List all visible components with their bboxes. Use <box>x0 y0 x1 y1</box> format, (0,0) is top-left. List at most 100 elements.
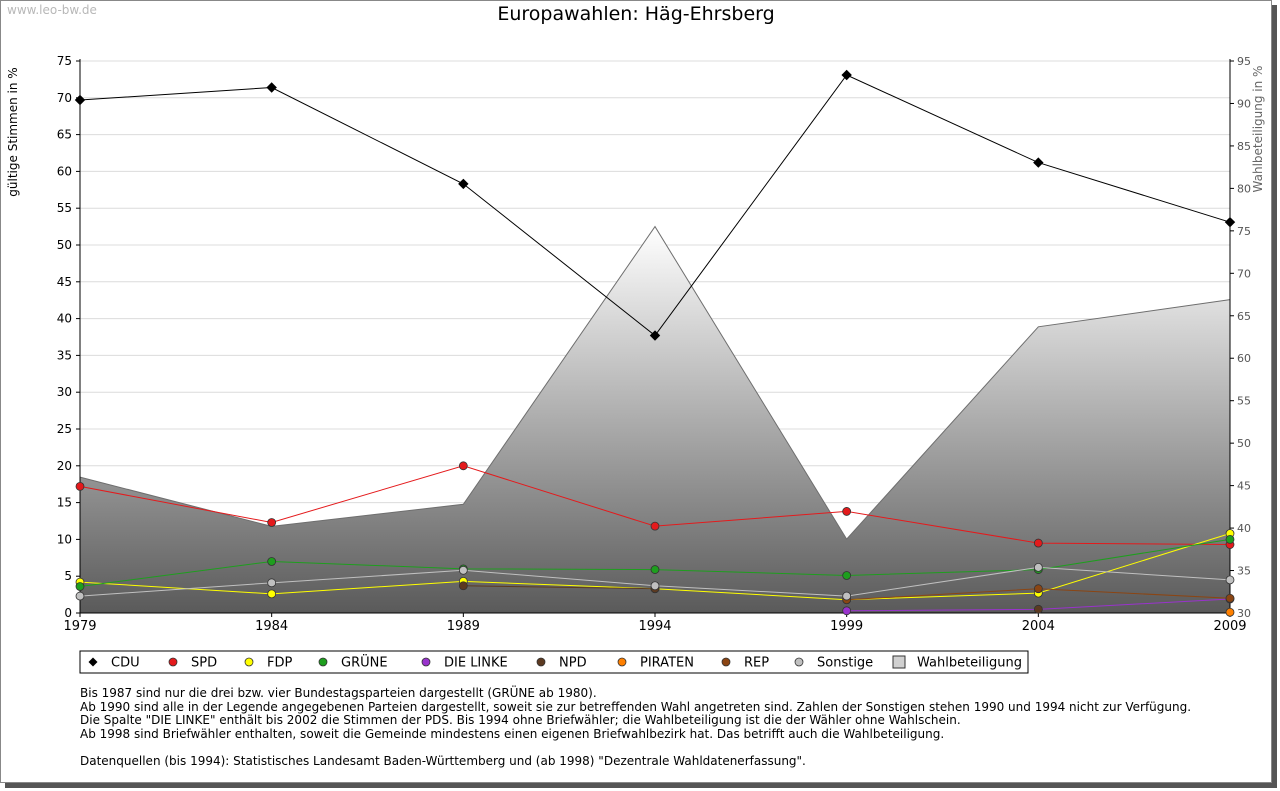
legend-marker <box>721 657 731 667</box>
data-point <box>458 581 468 591</box>
turnout-area-layer <box>79 225 1231 613</box>
data-point <box>1225 575 1235 585</box>
series-layer <box>74 69 1236 617</box>
data-point <box>842 591 852 601</box>
legend-label: PIRATEN <box>640 656 694 671</box>
data-point <box>267 518 277 527</box>
y-tick-label: 60 <box>57 164 72 178</box>
data-point <box>650 565 660 574</box>
data-point <box>267 578 277 588</box>
data-point <box>842 507 852 516</box>
x-tick-label: 1999 <box>830 619 863 634</box>
data-point <box>266 82 277 93</box>
legend-marker <box>536 657 546 667</box>
x-tick-label: 2009 <box>1213 619 1246 634</box>
legend-item: FDP <box>244 656 292 671</box>
data-point <box>649 330 661 341</box>
y-tick-label: 75 <box>57 54 72 68</box>
x-tick-label: 1984 <box>255 619 288 634</box>
legend-label: REP <box>744 656 769 671</box>
data-point <box>650 581 660 591</box>
legend-item: CDU <box>88 656 140 671</box>
legend: CDU SPD FDP GRÜNE DIE LINKE NPD PIRATEN REP Sons… <box>79 650 1029 674</box>
x-tick-label: 2004 <box>1022 619 1055 634</box>
legend-label: GRÜNE <box>341 654 388 671</box>
legend-marker <box>794 657 804 667</box>
watermark: www.leo-bw.de <box>7 3 97 17</box>
legend-marker <box>318 657 328 667</box>
source-note: Datenquellen (bis 1994): Statistisches L… <box>80 753 806 768</box>
turnout-area <box>80 226 1230 613</box>
y-tick-label: 30 <box>57 385 72 399</box>
legend-label: DIE LINKE <box>444 656 508 671</box>
data-point <box>75 591 85 601</box>
y-axis-label: gültige Stimmen in % <box>6 67 20 196</box>
data-point <box>458 565 468 575</box>
legend-marker <box>244 657 254 667</box>
y2-tick-label: 90 <box>1237 97 1251 110</box>
note-line: Bis 1987 sind nur die drei bzw. vier Bun… <box>80 686 597 700</box>
footnotes: Bis 1987 sind nur die drei bzw. vier Bun… <box>80 686 1192 769</box>
legend-item: Wahlbeteiligung <box>892 655 1022 671</box>
legend-marker <box>88 657 98 667</box>
y-tick-label: 65 <box>57 128 72 142</box>
axes: 0 5 10 15 20 25 30 35 40 45 50 55 60 65 70 75 30 35 40 45 50… <box>6 54 1265 634</box>
data-point <box>1225 593 1235 603</box>
legend-item: PIRATEN <box>617 656 694 671</box>
legend-label: CDU <box>111 656 140 671</box>
y-tick-label: 10 <box>57 532 72 546</box>
legend-item: SPD <box>168 656 217 671</box>
y2-tick-label: 60 <box>1237 352 1251 365</box>
legend-marker <box>168 657 178 667</box>
legend-item: REP <box>721 656 769 671</box>
y2-tick-label: 80 <box>1237 182 1251 195</box>
legend-item: Sonstige <box>794 656 873 671</box>
x-tick-label: 1989 <box>447 619 480 634</box>
legend-label: Wahlbeteiligung <box>917 656 1022 671</box>
y-tick-label: 55 <box>57 201 72 215</box>
legend-label: FDP <box>267 656 292 671</box>
legend-label: Sonstige <box>817 656 873 671</box>
y-tick-label: 45 <box>57 275 72 289</box>
y-tick-label: 40 <box>57 312 72 326</box>
y2-tick-label: 65 <box>1237 310 1251 323</box>
y2-tick-label: 85 <box>1237 140 1251 153</box>
chart-title: Europawahlen: Häg-Ehrsberg <box>497 3 775 25</box>
data-point <box>1033 584 1043 594</box>
y-tick-label: 70 <box>57 91 72 105</box>
y2-tick-label: 95 <box>1237 55 1251 68</box>
data-point <box>267 589 277 599</box>
data-point <box>74 94 86 106</box>
data-point <box>458 178 469 190</box>
data-point <box>267 557 277 566</box>
data-point <box>650 521 660 531</box>
data-point <box>75 482 85 491</box>
data-point <box>841 69 852 81</box>
y-tick-label: 5 <box>64 569 72 583</box>
legend-item: DIE LINKE <box>421 656 508 671</box>
note-line: Ab 1990 sind alle in der Legende angegeb… <box>80 699 1192 714</box>
legend-marker <box>892 655 906 669</box>
series-piraten <box>1225 607 1235 617</box>
data-point <box>1225 535 1235 544</box>
y2-tick-label: 30 <box>1237 607 1251 620</box>
legend-label: NPD <box>559 656 587 671</box>
x-tick-label: 1994 <box>638 619 671 634</box>
data-point <box>842 606 852 616</box>
legend-item: GRÜNE <box>318 654 388 671</box>
y-tick-label: 0 <box>64 606 72 620</box>
y-tick-label: 25 <box>57 422 72 436</box>
series-spd <box>75 461 1235 549</box>
y2-tick-label: 45 <box>1237 480 1251 493</box>
note-line: Ab 1998 sind Briefwähler enthalten, sowe… <box>80 726 945 741</box>
legend-box <box>79 650 1029 674</box>
data-point <box>1033 604 1043 614</box>
data-point <box>1224 216 1236 228</box>
y-tick-label: 50 <box>57 238 72 252</box>
legend-label: SPD <box>191 656 217 671</box>
y-tick-label: 15 <box>57 496 72 510</box>
data-point <box>1033 538 1043 548</box>
y2-tick-label: 40 <box>1237 522 1251 535</box>
data-point <box>75 582 85 591</box>
